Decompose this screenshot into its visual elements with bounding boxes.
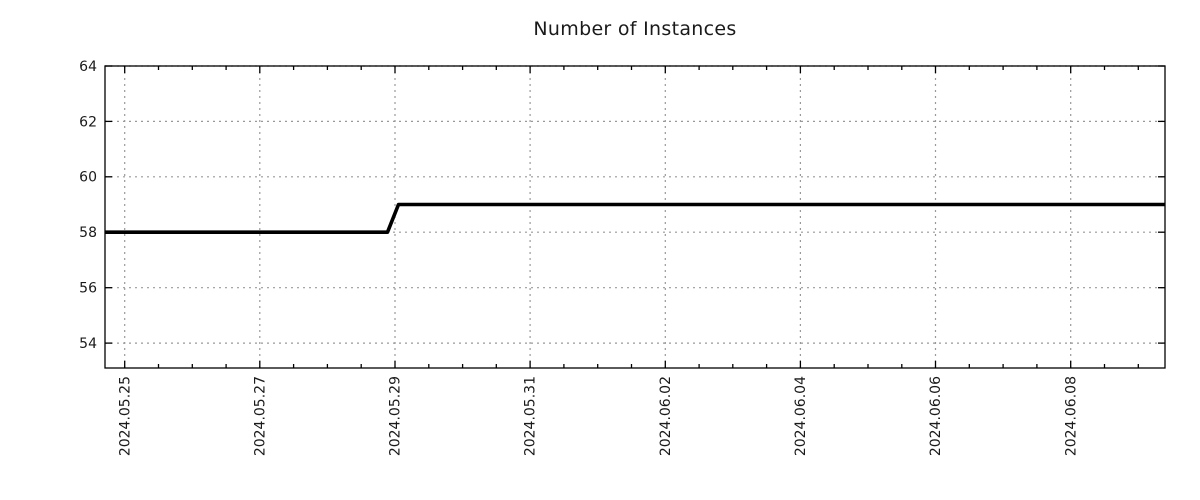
x-tick-label: 2024.06.08: [1063, 376, 1079, 456]
plot-frame: [104, 65, 1166, 369]
x-tick-label: 2024.06.02: [658, 376, 674, 456]
x-tick-label: 2024.06.06: [928, 376, 944, 456]
x-tick-labels: 2024.05.25 2024.05.27 2024.05.29 2024.05.31…: [117, 376, 1079, 456]
data-line-instances: [105, 202, 1165, 234]
y-tick-label: 64: [79, 59, 97, 75]
y-tick-label: 62: [79, 114, 97, 130]
x-tick-label: 2024.05.27: [252, 376, 268, 456]
y-tick-label: 56: [79, 281, 97, 297]
axis-ticks: [105, 65, 1165, 368]
y-tick-label: 60: [79, 170, 97, 186]
x-tick-label: 2024.05.31: [523, 376, 539, 456]
y-tick-label: 58: [79, 225, 97, 241]
y-tick-label: 54: [79, 336, 97, 352]
x-tick-label: 2024.06.04: [793, 376, 809, 456]
gridlines: [105, 65, 1165, 368]
chart-title: Number of Instances: [533, 18, 737, 40]
y-tick-labels: 54 56 58 60 62 64: [79, 59, 97, 352]
x-tick-label: 2024.05.29: [388, 376, 404, 456]
x-tick-label: 2024.05.25: [117, 376, 133, 456]
